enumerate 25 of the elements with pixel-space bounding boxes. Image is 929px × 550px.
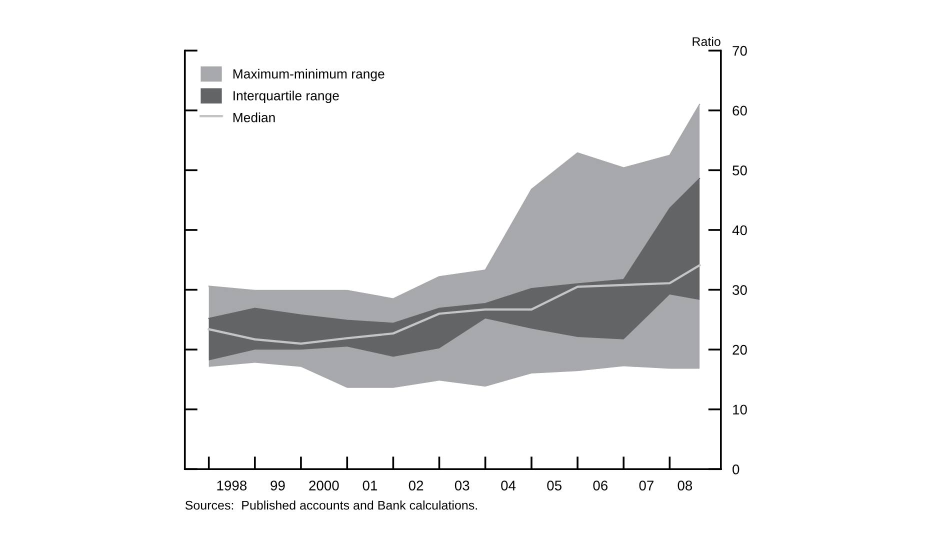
x-tick-label: 99 [270,480,285,490]
x-tick-label: 05 [547,480,562,490]
legend-label: Median [233,112,275,122]
legend-label: Maximum-minimum range [233,68,384,82]
x-tick-label: 03 [454,480,470,490]
y-tick-label: 0 [732,464,740,474]
y-tick-label: 20 [732,344,747,355]
x-tick-label: 07 [639,480,654,490]
y-tick-label: 50 [732,166,747,176]
y-tick-label: 40 [732,225,747,236]
x-tick-label: 02 [408,480,424,490]
x-tick-label: 1998 [217,480,247,490]
legend-label: Interquartile range [234,90,339,104]
x-tick-label: 01 [362,480,378,490]
y-tick-label: 60 [732,106,747,116]
x-tick-label: 08 [678,480,692,490]
y-axis-title: Ratio [692,36,720,46]
x-tick-label: 2000 [309,480,339,490]
y-tick-label: 70 [732,46,747,56]
y-tick-label: 10 [733,404,747,415]
source-note: Sources: Published accounts and Bank calculations. [185,500,477,510]
x-tick-label: 04 [501,480,516,490]
y-tick-label: 30 [732,285,747,295]
x-tick-label: 06 [593,480,608,490]
line-series [208,264,701,345]
